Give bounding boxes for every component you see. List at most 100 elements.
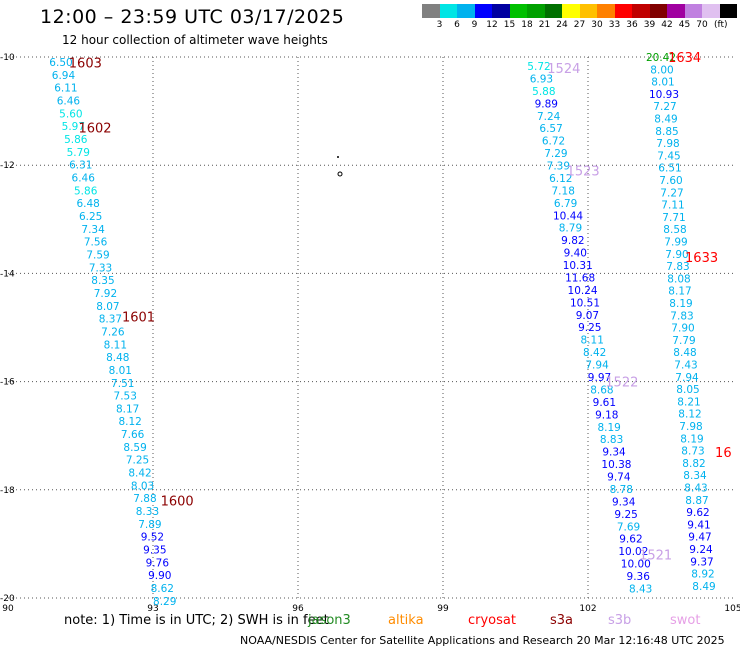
wave-height-value: 6.31 [69, 160, 92, 172]
wave-height-value: 8.43 [684, 483, 707, 495]
color-scale-tick: 6 [454, 20, 460, 30]
orbit-label-1603: 1603 [69, 56, 102, 71]
lon-tick-label: 96 [292, 604, 304, 614]
color-scale-unit: (ft) [714, 20, 728, 30]
wave-height-value: 5.97 [62, 121, 85, 133]
lat-tick-label: -12 [0, 161, 15, 171]
legend-s3a: s3a [550, 613, 574, 628]
wave-height-value: 5.79 [67, 147, 90, 159]
color-scale-tick: 36 [626, 20, 638, 30]
wave-height-value: 10.38 [601, 459, 631, 471]
wave-height-value: 7.99 [664, 237, 687, 249]
color-scale-swatch [492, 4, 510, 18]
wave-height-value: 6.12 [549, 173, 572, 185]
wave-height-value: 9.74 [607, 472, 631, 484]
wave-height-value: 6.11 [54, 83, 77, 95]
wave-height-value: 10.31 [563, 260, 593, 272]
island-mark [337, 156, 339, 158]
orbit-label-1524: 1524 [547, 62, 580, 77]
wave-height-value: 7.27 [653, 101, 676, 113]
wave-height-value: 9.40 [564, 248, 587, 260]
wave-height-value: 8.17 [668, 286, 691, 298]
wave-height-value: 8.43 [629, 583, 652, 595]
wave-height-value: 7.11 [661, 200, 684, 212]
satellite-legend: jason3 altika cryosat s3a s3b swot [308, 613, 740, 631]
wave-height-value: 9.07 [576, 310, 599, 322]
wave-height-value: 8.85 [655, 126, 678, 138]
color-scale-tick: 15 [503, 20, 516, 30]
lon-tick-label: 93 [147, 604, 158, 614]
wave-height-value: 8.48 [106, 352, 129, 364]
wave-height-value: 8.11 [581, 335, 604, 347]
wave-height-value: 10.44 [553, 210, 583, 222]
wave-height-value: 8.01 [109, 365, 132, 377]
wave-height-value: 9.24 [689, 544, 713, 556]
wave-height-value: 8.49 [654, 114, 677, 126]
wave-height-value: 7.39 [547, 161, 570, 173]
lon-tick-label: 99 [437, 604, 449, 614]
wave-height-value: 8.33 [136, 506, 159, 518]
wave-height-value: 9.62 [686, 507, 709, 519]
wave-height-value: 7.27 [660, 187, 683, 199]
color-scale-tick: 70 [696, 20, 708, 30]
orbit-label-1634: 1634 [668, 51, 701, 66]
wave-height-value: 6.48 [76, 198, 99, 210]
map-subtitle: 12 hour collection of altimeter wave hei… [62, 33, 328, 47]
note-text: note: 1) Time is in UTC; 2) SWH is in fe… [64, 613, 329, 628]
color-scale-swatch [439, 4, 457, 18]
wave-height-value: 8.83 [600, 434, 623, 446]
wave-height-value: 7.33 [89, 262, 112, 274]
wave-height-value: 9.97 [588, 372, 611, 384]
color-scale-tick: 45 [678, 20, 691, 30]
wave-height-value: 8.17 [116, 403, 139, 415]
wave-height-value: 9.89 [535, 98, 558, 110]
color-scale-tick: 30 [591, 20, 603, 30]
wave-height-value: 7.98 [679, 421, 702, 433]
wave-height-value: 6.79 [554, 198, 577, 210]
lon-tick-label: 105 [724, 604, 740, 614]
wave-height-value: 7.88 [133, 493, 156, 505]
wave-height-value: 9.34 [612, 496, 636, 508]
wave-height-value: 7.89 [138, 519, 161, 531]
wave-height-value: 7.79 [672, 335, 695, 347]
color-scale-swatch [527, 4, 545, 18]
orbit-label-1633: 1633 [685, 251, 718, 266]
lon-tick-label: 102 [579, 604, 596, 614]
wave-height-value: 8.21 [677, 396, 700, 408]
color-scale-tick: 24 [556, 20, 568, 30]
wave-height-value: 6.46 [57, 95, 81, 107]
color-scale-swatch [544, 4, 562, 18]
wave-height-value: 8.58 [663, 224, 686, 236]
wave-height-value: 8.49 [692, 581, 715, 593]
orbit-label-1600: 1600 [161, 495, 194, 510]
color-scale-swatch [597, 4, 615, 18]
wave-height-value: 10.24 [568, 285, 598, 297]
color-scale-swatch [474, 4, 492, 18]
lat-tick-label: -16 [0, 378, 15, 388]
wave-height-value: 6.72 [542, 136, 565, 148]
color-scale-swatch [422, 4, 440, 18]
wave-height-value: 7.71 [662, 212, 685, 224]
wave-height-value: 9.36 [627, 571, 651, 583]
legend-swot: swot [670, 613, 701, 628]
lat-tick-label: -20 [0, 594, 15, 604]
wave-height-value: 5.86 [74, 185, 98, 197]
color-scale-tick: 42 [661, 20, 673, 30]
credit-text: NOAA/NESDIS Center for Satellite Applica… [240, 634, 725, 647]
color-scale-swatch [719, 4, 737, 18]
color-scale-swatch [632, 4, 650, 18]
orbit-label-1602: 1602 [78, 121, 111, 136]
wave-height-value: 9.37 [690, 556, 713, 568]
wave-height-value: 8.05 [676, 384, 699, 396]
wave-height-value: 9.47 [688, 532, 711, 544]
wave-height-value: 9.34 [602, 447, 626, 459]
wave-height-value: 6.25 [79, 211, 102, 223]
wave-height-value: 7.94 [675, 372, 699, 384]
wave-height-value: 8.73 [681, 446, 704, 458]
wave-height-value: 8.68 [590, 384, 613, 396]
wave-height-value: 7.53 [114, 391, 137, 403]
wave-height-value: 5.86 [64, 134, 88, 146]
wave-height-value: 7.92 [94, 288, 117, 300]
island-mark [337, 171, 343, 177]
